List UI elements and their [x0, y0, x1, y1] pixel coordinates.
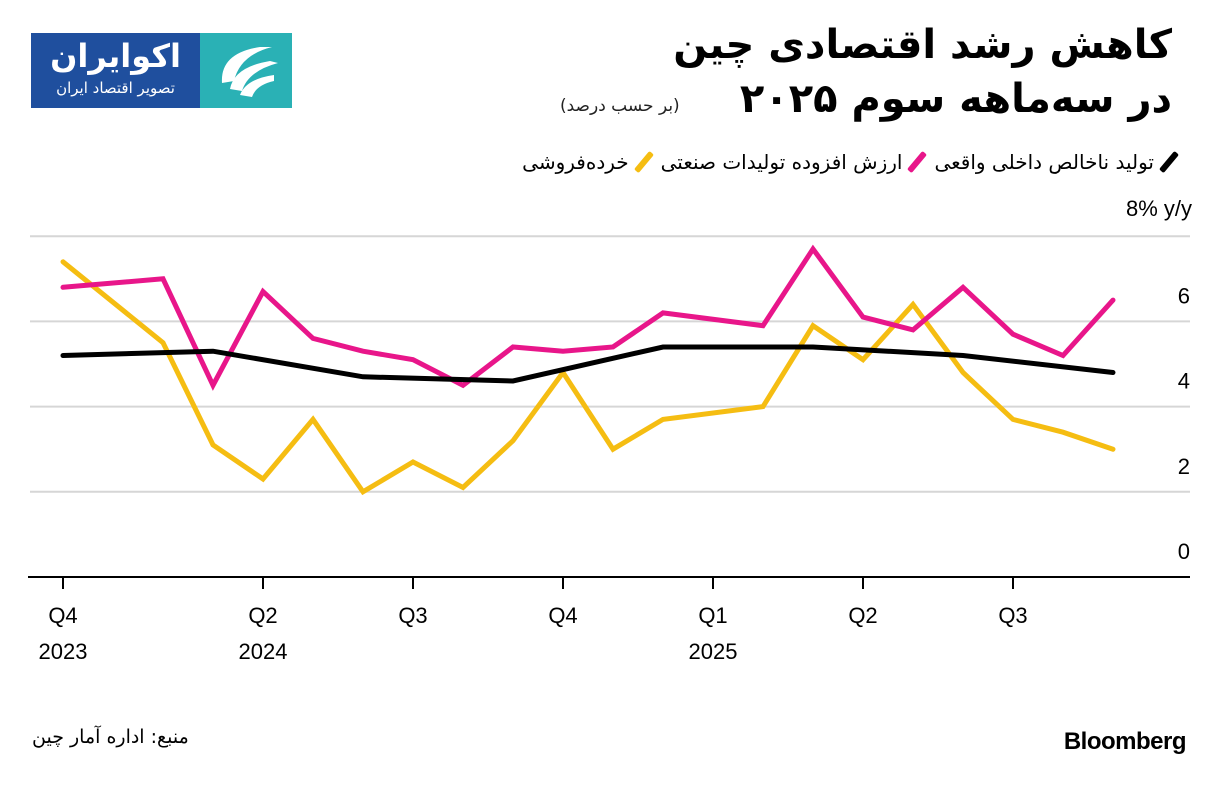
- x-tick-label: Q4: [48, 603, 77, 628]
- series-line-gdp: [60, 344, 1116, 384]
- logo-text-block: اکوایران تصویر اقتصاد ایران: [31, 33, 200, 108]
- legend-item-industrial: ارزش افزوده تولیدات صنعتی: [660, 150, 928, 174]
- logo-tagline: تصویر اقتصاد ایران: [56, 79, 175, 97]
- x-tick-label: Q1: [698, 603, 727, 628]
- x-tick-label: Q3: [398, 603, 427, 628]
- x-tick-year-label: 2023: [39, 639, 88, 664]
- title-line-2: در سه‌ماهه سوم ۲۰۲۵: [739, 76, 1172, 122]
- ecoiran-logo: اکوایران تصویر اقتصاد ایران: [31, 33, 292, 108]
- x-tick-label: Q3: [998, 603, 1027, 628]
- x-tick-label: Q2: [848, 603, 877, 628]
- logo-mark-icon: [200, 33, 292, 108]
- bloomberg-logo: Bloomberg: [1063, 728, 1187, 755]
- legend-item-retail: خرده‌فروشی: [522, 150, 654, 174]
- logo-name: اکوایران: [50, 37, 181, 75]
- legend-label-gdp: تولید ناخالص داخلی واقعی: [934, 150, 1154, 174]
- series-line-retail: [60, 259, 1116, 496]
- y-tick-label: 0: [1178, 539, 1190, 564]
- y-tick-label: 4: [1178, 369, 1190, 394]
- x-tick-year-label: 2024: [239, 639, 288, 664]
- legend-label-industrial: ارزش افزوده تولیدات صنعتی: [660, 150, 903, 174]
- chart-subtitle: (بر حسب درصد): [560, 96, 680, 116]
- y-tick-label: 2: [1178, 454, 1190, 479]
- y-tick-label: 6: [1178, 283, 1190, 308]
- source-note: منبع: اداره آمار چین: [32, 726, 189, 748]
- y-axis-unit-label: 8% y/y: [1125, 196, 1192, 221]
- chart-title: کاهش رشد اقتصادی چین در سه‌ماهه سوم ۲۰۲۵: [673, 18, 1172, 126]
- x-tick-label: Q4: [548, 603, 577, 628]
- x-tick-label: Q2: [248, 603, 277, 628]
- title-line-1: کاهش رشد اقتصادی چین: [673, 22, 1172, 68]
- series-line-industrial: [60, 244, 1116, 391]
- legend-label-retail: خرده‌فروشی: [522, 150, 629, 174]
- x-tick-year-label: 2025: [689, 639, 738, 664]
- legend: تولید ناخالص داخلی واقعی ارزش افزوده تول…: [522, 150, 1180, 174]
- legend-item-gdp: تولید ناخالص داخلی واقعی: [934, 150, 1180, 174]
